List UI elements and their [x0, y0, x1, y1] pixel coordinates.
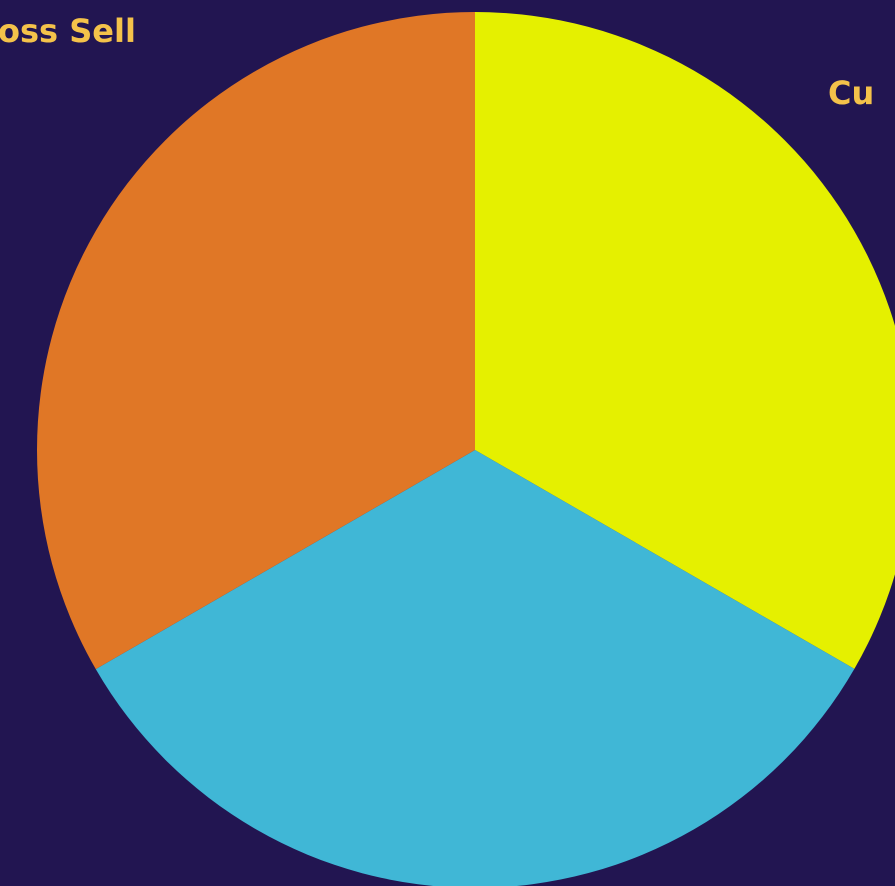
pie-labels: Cu oss Sell: [0, 12, 874, 112]
slice-label-cross-sell: oss Sell: [0, 12, 136, 50]
slice-middle: [95, 450, 855, 886]
pie-slices: [36, 12, 895, 886]
slice-label-cu: Cu: [828, 74, 874, 112]
slice-cu: [475, 12, 895, 669]
slice-cross-sell: [36, 12, 476, 670]
